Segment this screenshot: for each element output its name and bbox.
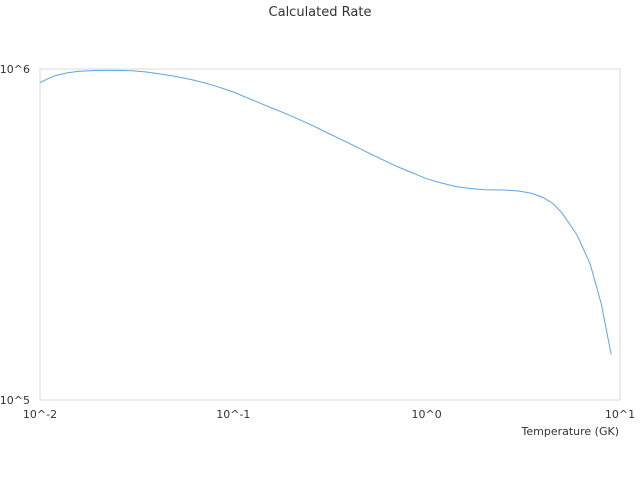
x-tick-label: 10^1 <box>605 408 635 421</box>
x-axis-title: Temperature (GK) <box>521 425 620 438</box>
y-tick-label: 10^5 <box>0 394 30 407</box>
x-tick-label: 10^0 <box>412 408 442 421</box>
plot-area-border <box>39 68 621 401</box>
y-axis-ticks: 10^5 10^6 <box>0 63 30 407</box>
x-tick-label: 10^-2 <box>23 408 57 421</box>
chart-title: Calculated Rate <box>269 5 372 20</box>
x-tick-label: 10^-1 <box>216 408 250 421</box>
x-axis-ticks: 10^-2 10^-1 10^0 10^1 <box>23 408 635 421</box>
series-layer <box>39 69 612 355</box>
y-tick-label: 10^6 <box>0 63 30 76</box>
series-line <box>39 69 612 355</box>
